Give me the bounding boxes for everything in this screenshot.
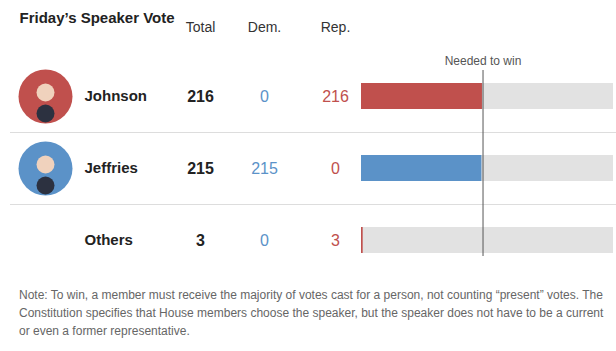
- svg-text:Total: Total: [186, 19, 216, 35]
- svg-text:3: 3: [196, 232, 205, 249]
- svg-text:Johnson: Johnson: [85, 87, 148, 104]
- svg-text:Jeffries: Jeffries: [85, 159, 138, 176]
- svg-text:216: 216: [187, 88, 214, 105]
- html-text:Note: To win, a member must re: Note: To win, a member must receive the …: [19, 288, 604, 338]
- svg-text:215: 215: [187, 160, 214, 177]
- svg-text:0: 0: [260, 88, 269, 105]
- svg-text:Others: Others: [85, 231, 133, 248]
- svg-text:216: 216: [322, 88, 349, 105]
- svg-text:215: 215: [251, 160, 278, 177]
- svg-text:0: 0: [331, 160, 340, 177]
- svg-text:3: 3: [331, 232, 340, 249]
- svg-text:Needed to win: Needed to win: [445, 54, 522, 68]
- svg-text:Rep.: Rep.: [321, 19, 351, 35]
- svg-text:0: 0: [260, 232, 269, 249]
- svg-text:Friday’s Speaker Vote: Friday’s Speaker Vote: [20, 9, 175, 26]
- svg-text:Dem.: Dem.: [248, 19, 281, 35]
